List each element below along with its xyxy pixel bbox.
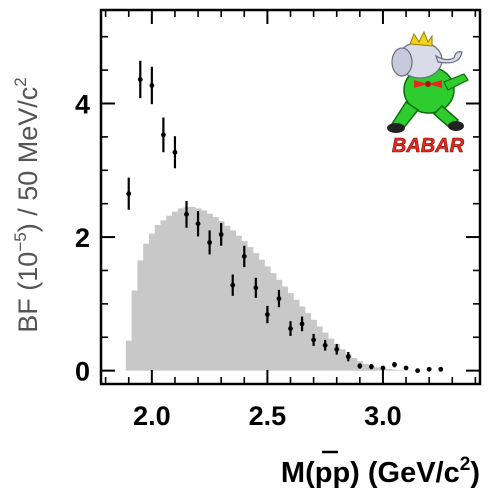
histogram-bin <box>339 349 346 371</box>
y-tick-label: 0 <box>75 357 90 387</box>
y-axis-label-bf: BF <box>13 298 43 333</box>
x-axis-label-exp: 2 <box>460 454 471 475</box>
data-point <box>149 83 155 88</box>
tick-labels: 2.0 2.5 3.0 0 2 4 <box>75 90 402 432</box>
data-point <box>357 363 363 369</box>
histogram-bin <box>137 260 144 371</box>
histogram-bin <box>235 235 242 371</box>
data-point <box>276 296 282 301</box>
data-point <box>184 211 189 217</box>
data-point <box>380 365 386 371</box>
data-point <box>195 221 201 227</box>
histogram-bin <box>166 215 173 371</box>
histogram-bin <box>212 217 219 371</box>
data-point <box>126 191 132 197</box>
axis-ticks <box>101 10 480 384</box>
y-tick-label: 2 <box>75 223 90 253</box>
data-point <box>403 365 409 371</box>
mc-histogram <box>125 207 416 371</box>
data-point <box>172 149 178 155</box>
histogram-bin <box>160 220 167 371</box>
data-point <box>264 312 270 317</box>
histogram-bin <box>322 332 329 371</box>
histogram-bin <box>293 299 300 371</box>
data-point <box>207 240 213 245</box>
histogram-bin <box>172 211 179 371</box>
x-axis-label-pbar: p <box>332 457 350 489</box>
histogram-bin <box>247 247 254 371</box>
histogram-bin <box>333 343 341 371</box>
histogram-bin <box>258 259 265 371</box>
histogram-bin <box>281 286 289 371</box>
x-tick-label: 2.5 <box>249 401 287 431</box>
histogram-bin <box>385 368 393 371</box>
data-point <box>345 354 351 360</box>
histogram-bin <box>351 357 358 371</box>
histogram-bin <box>195 208 202 371</box>
data-point <box>392 362 397 368</box>
histogram-bin <box>270 273 277 371</box>
histogram-bin <box>316 326 323 371</box>
y-axis-label-open: (10 <box>13 252 43 299</box>
data-point <box>311 337 317 343</box>
histogram-bin <box>200 210 208 371</box>
x-tick-label: 3.0 <box>364 401 402 431</box>
histogram-bin <box>218 221 225 371</box>
data-point <box>253 285 259 291</box>
histogram-bin <box>131 290 138 371</box>
histogram-bin <box>224 225 231 371</box>
data-point <box>218 232 224 237</box>
histogram-bin <box>206 213 213 371</box>
histogram-bin <box>304 313 312 371</box>
histogram-bin <box>276 279 283 371</box>
histogram-bin <box>374 367 381 371</box>
y-axis-label-unit-exp: 2 <box>11 77 30 86</box>
histogram-bin <box>397 369 404 371</box>
data-point <box>137 77 143 82</box>
histogram-bin <box>154 225 161 371</box>
x-axis-label: M(pp) (GeV/c2) <box>281 454 480 489</box>
histogram-bin <box>177 208 185 371</box>
babar-logo: BABAR <box>387 30 469 157</box>
x-axis-label-suffix: ) (GeV/c <box>350 457 460 489</box>
y-tick-label: 4 <box>75 90 90 120</box>
data-point <box>288 326 293 331</box>
histogram-bin <box>362 363 369 371</box>
histogram-bin <box>183 207 190 371</box>
data-point <box>299 321 305 327</box>
data-point <box>160 132 166 138</box>
histogram-bin <box>252 253 260 371</box>
histogram-bin <box>241 241 248 371</box>
babar-logo-text: BABAR <box>392 135 465 157</box>
data-point <box>230 282 236 288</box>
histogram-bin <box>328 338 335 371</box>
data-point <box>438 366 444 372</box>
data-point <box>368 364 374 370</box>
y-axis-label: BF (10−5) / 50 MeV/c2 <box>11 77 43 332</box>
histogram-bin <box>189 207 196 371</box>
data-point <box>241 254 247 259</box>
histogram-bin <box>125 340 133 371</box>
x-axis-label-prefix: M(p <box>281 457 333 489</box>
data-point <box>415 368 421 374</box>
histogram-bin <box>345 353 352 371</box>
histogram-bin <box>148 233 156 371</box>
histogram-bin <box>299 306 306 371</box>
x-tick-label: 2.0 <box>133 401 171 431</box>
data-points <box>126 60 444 374</box>
histogram-bin <box>143 243 150 371</box>
data-point <box>334 346 340 352</box>
x-axis-label-close: ) <box>470 457 480 489</box>
data-point <box>426 366 432 372</box>
data-point <box>322 342 328 348</box>
elephant-icon <box>387 30 469 133</box>
histogram-bin <box>391 369 398 371</box>
y-axis-label-close: ) / 50 MeV/c <box>13 87 43 233</box>
y-axis-label-exp: −5 <box>11 232 30 251</box>
histogram-bin <box>229 230 237 371</box>
